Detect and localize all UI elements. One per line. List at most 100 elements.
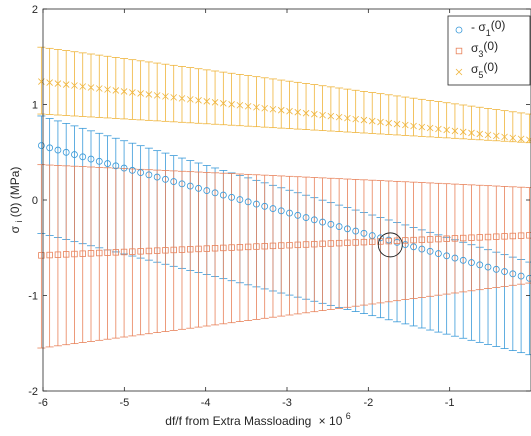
data-point	[476, 234, 483, 241]
data-point	[468, 129, 475, 137]
data-point	[112, 162, 120, 170]
data-point	[228, 193, 236, 201]
y-tick-label: -2	[28, 386, 38, 398]
data-point	[253, 103, 260, 111]
x-tick-label: -6	[38, 397, 48, 409]
data-point	[170, 94, 177, 101]
data-point	[335, 223, 343, 230]
series-2-markers	[38, 232, 531, 259]
series-2-errorbars	[37, 164, 531, 349]
data-point	[128, 166, 136, 174]
data-point	[327, 220, 335, 228]
data-point	[145, 171, 153, 179]
data-point	[244, 102, 252, 110]
data-point	[418, 245, 426, 253]
data-point	[493, 132, 500, 140]
legend-label-post: (0)	[483, 60, 498, 74]
data-point	[269, 105, 277, 113]
data-point	[120, 164, 128, 172]
data-point	[476, 130, 484, 138]
data-point	[71, 82, 78, 89]
data-point	[319, 240, 326, 248]
data-point	[435, 125, 442, 133]
data-point	[54, 251, 62, 258]
data-point	[236, 101, 244, 109]
data-point	[525, 274, 531, 282]
data-point	[277, 207, 285, 215]
legend-marker	[455, 47, 463, 55]
x-tick-label: -1	[445, 397, 455, 409]
data-point	[236, 196, 244, 203]
data-point	[352, 115, 359, 123]
data-point	[311, 240, 318, 248]
data-point	[302, 241, 310, 248]
data-point	[360, 116, 368, 124]
data-point	[344, 225, 351, 233]
data-point	[294, 241, 301, 249]
data-point	[277, 106, 285, 114]
data-point	[344, 239, 351, 247]
data-point	[269, 242, 277, 250]
data-point	[178, 95, 186, 102]
data-point	[418, 123, 426, 131]
y-tick-label: 1	[32, 100, 38, 112]
data-point	[327, 112, 335, 120]
data-point	[385, 119, 393, 127]
x-axis-title: df/f from Extra Massloading × 10 6	[165, 411, 350, 428]
data-point	[377, 118, 384, 126]
data-point	[112, 87, 120, 94]
data-point	[294, 211, 302, 219]
data-point	[178, 246, 186, 253]
data-point	[526, 232, 531, 239]
tick-labels: -6 -5 -4 -3 -2 -1 -2 -1 0 1 2	[28, 4, 454, 409]
data-point	[54, 80, 62, 87]
data-point	[253, 200, 260, 208]
series-3-markers	[38, 78, 531, 144]
x-tick-label: -5	[119, 397, 129, 409]
data-point	[484, 131, 492, 139]
data-point	[95, 85, 103, 92]
data-point	[501, 268, 508, 275]
y-axis-title: σ i (0) (MPa)	[8, 167, 25, 234]
x-axis-exponent: 6	[346, 411, 351, 421]
data-point	[186, 96, 194, 103]
data-point	[95, 157, 103, 165]
series-3-errorbars	[37, 46, 531, 144]
data-point	[79, 153, 87, 161]
errorbar-layer	[37, 46, 531, 356]
data-point	[426, 124, 434, 132]
data-point	[203, 98, 211, 105]
data-point	[352, 227, 360, 235]
data-point	[443, 252, 451, 260]
x-tick-label: -3	[282, 397, 292, 409]
data-point	[203, 245, 210, 252]
legend-label-sub: 5	[478, 70, 483, 80]
data-point	[526, 136, 531, 144]
data-point	[87, 250, 95, 257]
legend-marker	[455, 68, 463, 76]
data-point	[393, 120, 401, 128]
data-point	[145, 247, 153, 255]
data-point	[104, 249, 111, 256]
data-point	[79, 250, 86, 257]
data-point	[71, 151, 78, 158]
data-point	[104, 160, 111, 167]
data-point	[294, 108, 302, 116]
data-point	[62, 251, 70, 258]
data-point	[220, 100, 227, 107]
data-point	[476, 261, 484, 269]
data-point	[236, 244, 244, 251]
data-point	[203, 187, 211, 194]
data-point	[451, 254, 459, 262]
data-point	[71, 250, 78, 258]
data-point	[344, 114, 351, 122]
legend-label-main: σ	[471, 62, 479, 76]
data-point	[120, 248, 128, 256]
y-tick-label: 0	[32, 195, 38, 207]
data-point	[261, 104, 268, 112]
legend-label: σ5(0)	[471, 60, 498, 80]
data-point	[385, 237, 392, 245]
data-point	[112, 249, 120, 256]
data-point	[509, 270, 517, 278]
